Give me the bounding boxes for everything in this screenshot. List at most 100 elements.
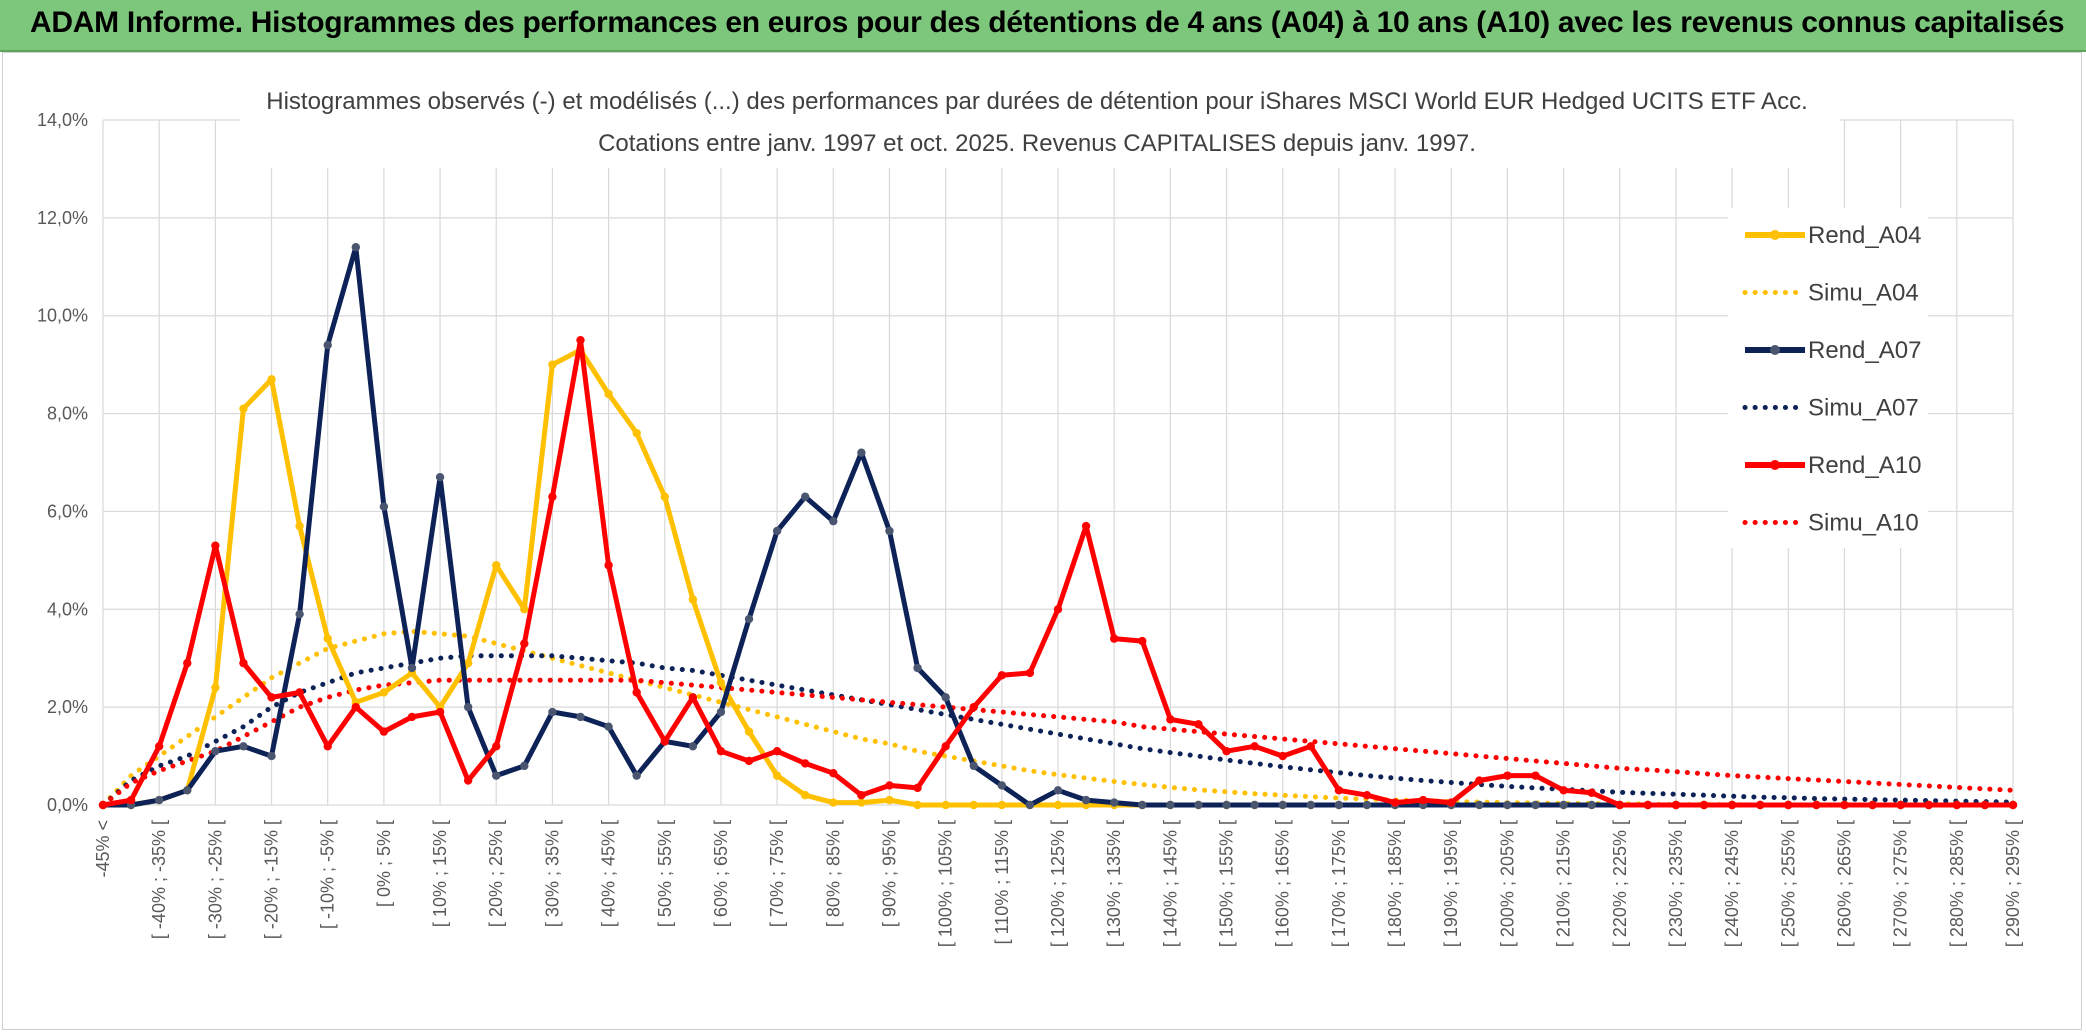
data-point xyxy=(1896,800,1905,810)
data-point xyxy=(1194,800,1203,810)
x-tick-label: [ -30% ; -25% [ xyxy=(205,820,225,939)
data-point xyxy=(1053,605,1063,614)
legend-marker xyxy=(1770,230,1780,240)
data-point xyxy=(1109,634,1119,643)
data-point xyxy=(1531,771,1540,780)
legend-label: Simu_A04 xyxy=(1808,280,1919,307)
x-tick-label: [ -10% ; -5% [ xyxy=(318,820,338,929)
data-point xyxy=(463,776,473,785)
data-point xyxy=(1868,800,1877,810)
data-point xyxy=(660,737,669,746)
data-point xyxy=(2008,800,2018,810)
grid xyxy=(102,119,2014,806)
data-point xyxy=(1194,720,1203,729)
x-tick-label: [ 230% ; 235% [ xyxy=(1666,820,1686,947)
legend-item-rend_a04: Rend_A04 xyxy=(1745,222,1921,249)
data-point xyxy=(295,521,304,531)
data-point xyxy=(435,707,445,717)
data-point xyxy=(211,541,220,550)
x-tick-label: [ 80% ; 85% [ xyxy=(823,820,843,927)
data-point xyxy=(407,712,417,722)
data-point xyxy=(267,375,276,384)
data-point xyxy=(1475,776,1484,785)
data-point xyxy=(435,472,445,482)
x-tick-label: [ 190% ; 195% [ xyxy=(1441,820,1461,947)
data-point xyxy=(1587,788,1596,797)
data-point xyxy=(688,693,698,702)
x-tick-label: [ 10% ; 15% [ xyxy=(430,820,450,927)
legend-label: Rend_A04 xyxy=(1808,222,1921,249)
data-point xyxy=(857,798,866,807)
y-tick-label: 2,0% xyxy=(47,697,88,717)
data-point xyxy=(772,746,782,756)
data-point xyxy=(1138,636,1147,646)
data-point xyxy=(1980,800,1990,810)
data-point xyxy=(520,639,529,648)
data-point xyxy=(548,492,557,501)
data-point xyxy=(267,693,276,702)
data-point xyxy=(716,707,726,717)
x-tick-label: -45% < xyxy=(93,820,113,878)
report-banner: ADAM Informe. Histogrammes des performan… xyxy=(0,0,2086,52)
data-point xyxy=(295,609,304,619)
data-point xyxy=(323,634,332,643)
data-point xyxy=(1278,751,1287,761)
chart-title-line-2: Cotations entre janv. 1997 et oct. 2025.… xyxy=(598,130,1476,157)
x-tick-label: [ 220% ; 225% [ xyxy=(1610,820,1630,947)
x-tick-label: [ 110% ; 115% [ xyxy=(992,820,1012,944)
data-point xyxy=(885,526,894,536)
data-point xyxy=(463,658,473,668)
data-point xyxy=(969,761,978,771)
data-point xyxy=(941,800,950,810)
data-point xyxy=(1503,771,1512,780)
x-tick-label: [ 180% ; 185% [ xyxy=(1385,820,1405,947)
series-line xyxy=(100,653,2016,808)
y-tick-label: 6,0% xyxy=(47,501,88,521)
legend-item-rend_a10: Rend_A10 xyxy=(1745,452,1921,479)
data-point xyxy=(772,526,782,536)
data-point xyxy=(1278,800,1287,810)
data-point xyxy=(1053,786,1063,795)
legend-background xyxy=(1728,208,1928,548)
data-point xyxy=(239,742,248,751)
data-point xyxy=(885,795,894,805)
data-point xyxy=(801,759,810,768)
data-point xyxy=(154,742,164,751)
data-point xyxy=(1447,798,1456,807)
data-point xyxy=(997,781,1007,790)
data-point xyxy=(492,771,501,780)
y-tick-label: 8,0% xyxy=(47,404,88,424)
data-point xyxy=(1699,800,1709,810)
data-point xyxy=(323,340,332,350)
data-point xyxy=(857,448,866,457)
legend-marker xyxy=(1770,460,1780,470)
legend: Rend_A04 Simu_A04 Rend_A07 Simu_A07 Rend_A10… xyxy=(1728,208,1928,548)
legend-label: Rend_A07 xyxy=(1808,337,1921,364)
data-point xyxy=(632,428,641,438)
series xyxy=(98,243,2018,810)
data-point xyxy=(351,243,360,252)
legend-label: Simu_A10 xyxy=(1808,510,1919,537)
data-point xyxy=(829,517,838,526)
data-point xyxy=(997,800,1007,810)
data-point xyxy=(1222,800,1231,810)
x-tick-label: [ 270% ; 275% [ xyxy=(1891,820,1911,947)
legend-label: Simu_A07 xyxy=(1808,395,1919,422)
data-point xyxy=(1475,800,1484,810)
x-tick-label: [ 290% ; 295% [ xyxy=(2003,820,2023,947)
data-point xyxy=(211,746,220,756)
data-point xyxy=(1081,795,1091,805)
data-point xyxy=(520,761,529,771)
series-rend_a10 xyxy=(98,335,2018,810)
report-title: ADAM Informe. Histogrammes des performan… xyxy=(30,6,2065,39)
data-point xyxy=(1306,742,1315,751)
data-point xyxy=(1025,668,1035,678)
data-point xyxy=(1362,800,1372,810)
chart-title-line-1: Histogrammes observés (-) et modélisés (… xyxy=(266,88,1807,115)
data-point xyxy=(576,712,585,722)
chart-frame xyxy=(2,52,2082,1030)
x-axis: -45% < [ -40% ; -35% [[ -30% ; -25% [[ -2… xyxy=(93,820,2023,947)
data-point xyxy=(1784,800,1793,810)
x-tick-label: [ 130% ; 135% [ xyxy=(1104,820,1124,947)
